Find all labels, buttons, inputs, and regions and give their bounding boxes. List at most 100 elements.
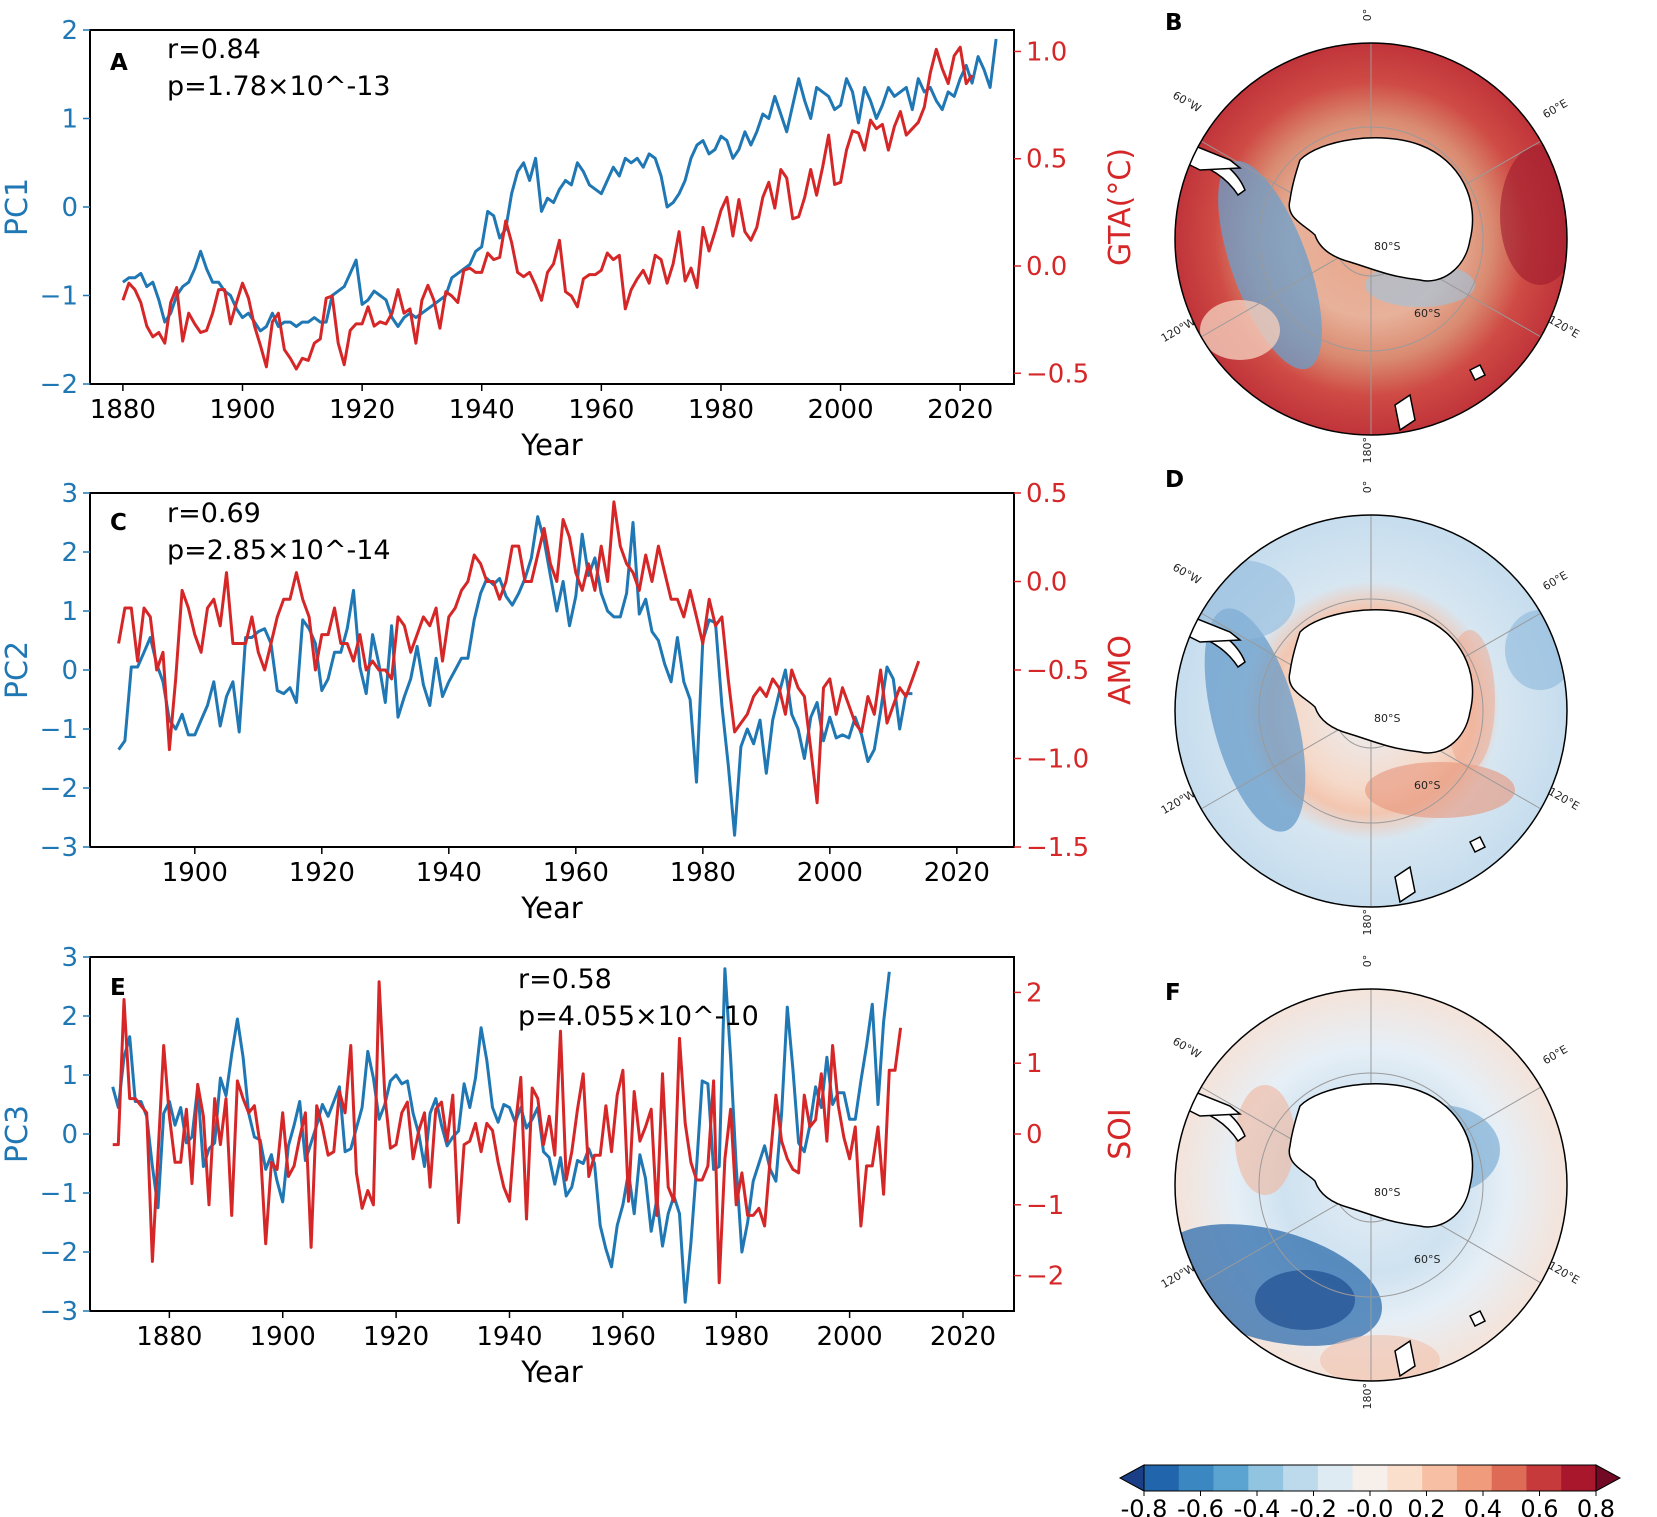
x-tick-label: 1880 (90, 395, 156, 425)
colorbar-segment (1422, 1465, 1458, 1491)
right-tick-label: 0.0 (1026, 252, 1067, 282)
lon-label: 180° (1361, 909, 1374, 936)
lat-label: 80°S (1374, 1186, 1400, 1199)
colorbar-segment (1387, 1465, 1423, 1491)
lon-label: 60°E (1541, 97, 1570, 122)
lat-label: 60°S (1414, 779, 1440, 792)
colorbar-extend-high (1595, 1464, 1622, 1492)
lon-label: 60°E (1541, 569, 1570, 594)
colorbar-segment (1213, 1465, 1249, 1491)
left-tick-label: −2 (40, 370, 78, 400)
colorbar-segment (1561, 1465, 1597, 1491)
left-tick-label: 3 (61, 943, 78, 973)
left-tick-label: −2 (40, 1238, 78, 1268)
left-tick-label: −2 (40, 774, 78, 804)
colorbar-tick-label: -0.6 (1177, 1495, 1224, 1517)
lat-label: 60°S (1414, 1253, 1440, 1266)
panel-a: 1880 1900 1920 1940 1960 1980 2000 2020 2 1 0 −1 −2 1… (0, 16, 1138, 462)
stat-r: r=0.58 (518, 964, 612, 995)
left-tick-label: 1 (61, 105, 78, 135)
lon-label: 0° (1361, 481, 1374, 494)
right-tick-label: 0.5 (1026, 145, 1067, 175)
x-tick-label: 2000 (797, 858, 863, 888)
x-tick-label: 1880 (136, 1322, 202, 1352)
stat-p: p=1.78×10^-13 (167, 71, 391, 102)
x-tick-label: 2020 (924, 858, 990, 888)
right-tick-label: −1.5 (1026, 833, 1089, 863)
left-tick-label: −1 (40, 1179, 78, 1209)
x-tick-label: 1940 (449, 395, 515, 425)
panel-e: 1880 1900 1920 1940 1960 1980 2000 2020 3 2 1 0 −1 −2… (0, 943, 1138, 1389)
lat-label: 80°S (1374, 712, 1400, 725)
left-tick-label: 1 (61, 597, 78, 627)
lon-label: 120°W (1159, 1261, 1198, 1291)
x-tick-label: 1940 (476, 1322, 542, 1352)
lon-label: 0° (1361, 9, 1374, 22)
x-tick-label: 2000 (817, 1322, 883, 1352)
lat-label: 80°S (1374, 240, 1400, 253)
stat-r: r=0.69 (167, 498, 261, 529)
lon-label: 60°W (1170, 89, 1203, 116)
panel-letter: C (110, 510, 127, 536)
right-tick-label: 2 (1026, 978, 1043, 1008)
antarctica-outline (1288, 1083, 1474, 1228)
left-tick-label: 3 (61, 479, 78, 509)
left-tick-label: 0 (61, 193, 78, 223)
positive-anomaly-patch (1365, 762, 1515, 818)
colorbar-tick-label: -0.2 (1290, 1495, 1337, 1517)
lon-label: 120°E (1546, 1259, 1582, 1287)
positive-anomaly-patch (1500, 145, 1567, 285)
x-tick-label: 1980 (703, 1322, 769, 1352)
left-tick-label: 2 (61, 16, 78, 46)
panel-letter: A (110, 50, 128, 76)
colorbar-segment (1178, 1465, 1215, 1491)
panel-letter: D (1165, 467, 1184, 493)
x-axis-label: Year (520, 1355, 582, 1389)
map-f: F 0° 60°W 60°E 120°W 120°E 180° 80°S 60°… (1159, 955, 1582, 1410)
panel-letter: E (110, 975, 126, 1001)
negative-anomaly-patch (1218, 160, 1322, 370)
x-tick-label: 2020 (930, 1322, 996, 1352)
left-tick-label: 0 (61, 656, 78, 686)
negative-anomaly-patch (1255, 1270, 1355, 1330)
right-tick-label: −1 (1026, 1191, 1064, 1221)
colorbar-tick-label: 0.2 (1407, 1495, 1445, 1517)
x-axis-label: Year (520, 428, 582, 462)
colorbar-segment (1144, 1465, 1180, 1491)
right-axis-label: GTA(°C) (1103, 148, 1138, 266)
colorbar-segment (1248, 1465, 1284, 1491)
x-tick-label: 1960 (543, 858, 609, 888)
stat-p: p=2.85×10^-14 (167, 535, 391, 566)
colorbar-tick-label: -0.0 (1347, 1495, 1394, 1517)
colorbar-segment (1456, 1465, 1493, 1491)
soi-line (112, 980, 903, 1285)
left-tick-label: −1 (40, 282, 78, 312)
x-tick-label: 1980 (688, 395, 754, 425)
lon-label: 120°W (1159, 787, 1198, 817)
right-tick-label: 0.5 (1026, 479, 1067, 509)
left-axis-label: PC2 (0, 641, 35, 699)
right-tick-label: 1.0 (1026, 37, 1067, 67)
left-tick-label: −3 (40, 1297, 78, 1327)
lon-label: 180° (1361, 1383, 1374, 1410)
x-tick-label: 1980 (670, 858, 736, 888)
colorbar-extend-low (1118, 1464, 1145, 1492)
right-tick-label: 0.0 (1026, 568, 1067, 598)
x-tick-label: 1900 (209, 395, 275, 425)
x-tick-label: 2000 (807, 395, 873, 425)
colorbar-tick-label: -0.8 (1121, 1495, 1168, 1517)
colorbar-segment (1317, 1465, 1354, 1491)
left-tick-label: 1 (61, 1061, 78, 1091)
right-axis-label: AMO (1103, 635, 1138, 705)
left-tick-label: 0 (61, 1120, 78, 1150)
left-axis-label: PC3 (0, 1105, 35, 1163)
colorbar-tick-label: 0.8 (1577, 1495, 1615, 1517)
left-tick-label: −3 (40, 833, 78, 863)
panel-c: 1900 1920 1940 1960 1980 2000 2020 3 2 1 0 −1 −2 −3 0.… (0, 479, 1138, 925)
x-tick-label: 1920 (329, 395, 395, 425)
amo-line (117, 500, 921, 805)
x-tick-label: 1960 (590, 1322, 656, 1352)
lat-label: 60°S (1414, 307, 1440, 320)
right-tick-label: 0 (1026, 1120, 1043, 1150)
